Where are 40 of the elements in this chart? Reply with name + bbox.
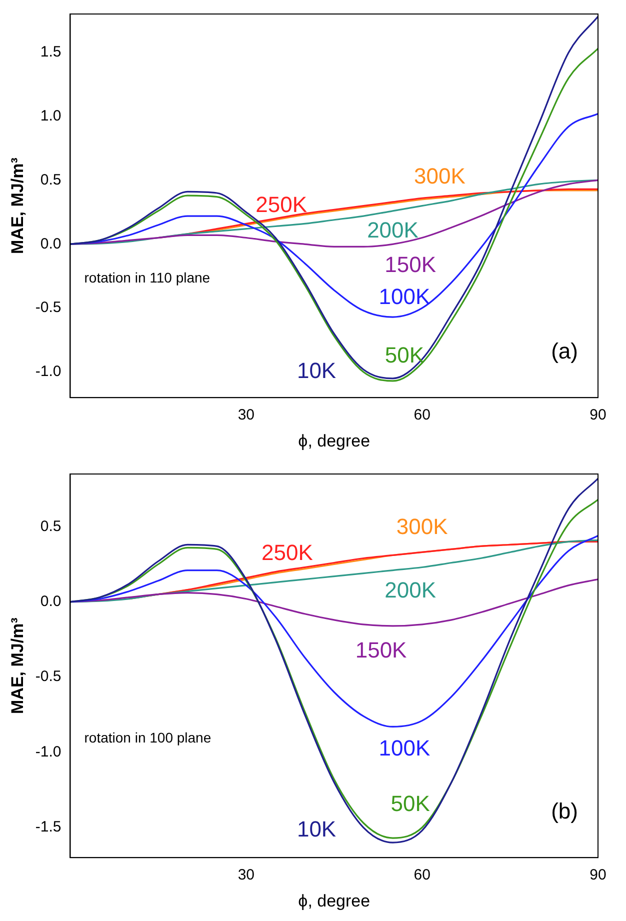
y-tick-label: 0.0	[40, 593, 62, 610]
annotation: rotation in 100 plane	[84, 730, 212, 746]
series-label: 250K	[262, 540, 314, 565]
y-tick-label: 0.0	[40, 235, 62, 252]
series-label: 10K	[296, 816, 336, 842]
y-tick-label: 0.5	[40, 518, 62, 535]
y-tick-label: -1.0	[35, 363, 62, 380]
series-label: 300K	[414, 164, 466, 189]
x-tick-label: 90	[590, 406, 606, 424]
series-label: 50K	[390, 791, 430, 816]
series-label: 200K	[384, 577, 436, 602]
series-label: 50K	[384, 342, 424, 368]
y-tick-label: 1.5	[40, 44, 62, 60]
y-tick-label: -1.5	[35, 818, 62, 836]
y-axis-title: MAE, MJ/m³	[8, 157, 27, 254]
x-tick-label: 90	[590, 866, 606, 884]
y-tick-label: -0.5	[35, 668, 62, 686]
y-tick-label: -1.0	[35, 743, 62, 760]
y-tick-label: 1.0	[40, 107, 62, 124]
series-label: 10K	[296, 358, 336, 384]
y-axis-title: MAE, MJ/m³	[8, 617, 27, 714]
annotation: rotation in 110 plane	[84, 270, 210, 286]
x-tick-label: 60	[414, 406, 430, 424]
x-tick-label: 30	[238, 406, 255, 424]
annotation: (a)	[551, 338, 578, 364]
series-label: 100K	[378, 284, 430, 309]
x-tick-label: 30	[238, 866, 255, 884]
series-label: 100K	[378, 735, 430, 760]
series-label: 200K	[367, 217, 419, 242]
series-label: 150K	[384, 252, 436, 277]
y-tick-label: 0.5	[40, 171, 62, 188]
series-label: 300K	[396, 514, 448, 540]
x-tick-label: 60	[414, 866, 430, 884]
series-label: 150K	[355, 638, 408, 663]
x-axis-title: ϕ, degree	[298, 891, 370, 910]
series-label: 250K	[256, 192, 308, 217]
y-tick-label: -0.5	[35, 299, 62, 316]
line-series	[70, 112, 598, 318]
x-axis-title: ϕ, degree	[298, 431, 370, 450]
annotation: (b)	[551, 798, 578, 824]
